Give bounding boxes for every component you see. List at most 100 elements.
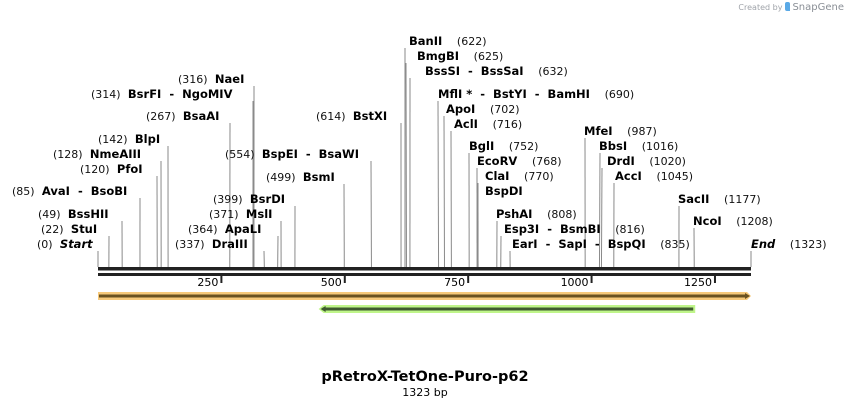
credit-prefix: Created by xyxy=(738,3,783,12)
site-label-bbsi[interactable]: BbsI (1016) xyxy=(599,139,678,154)
enzyme-name: End xyxy=(751,237,776,251)
feature-direction-arrow-icon xyxy=(745,293,750,299)
enzyme-name: EarI - SapI - BspQI xyxy=(512,237,646,251)
site-position: (120) xyxy=(80,163,110,176)
site-position: (702) xyxy=(489,103,520,116)
site-position: (267) xyxy=(146,110,176,123)
site-label-msli[interactable]: (371) MslI xyxy=(209,207,272,222)
enzyme-name: AclI xyxy=(454,117,478,131)
site-label-pfoi[interactable]: (120) PfoI xyxy=(80,162,143,177)
site-label-acci[interactable]: AccI (1045) xyxy=(615,169,693,184)
enzyme-name: NcoI xyxy=(693,214,722,228)
site-label-bsrdi[interactable]: (399) BsrDI xyxy=(213,192,285,207)
site-label-apoi[interactable]: ApoI (702) xyxy=(446,102,520,117)
feature-arrows xyxy=(98,292,751,313)
backbone-bottom-strand xyxy=(98,273,751,276)
ruler-tick-label: 1000 xyxy=(561,276,589,289)
site-label-clai[interactable]: ClaI (770) xyxy=(485,169,554,184)
site-label-bspei[interactable]: (554) BspEI - BsaWI xyxy=(225,147,359,162)
enzyme-name: PshAI xyxy=(496,207,533,221)
enzyme-name: ApaLI xyxy=(224,222,262,236)
site-label-draiii[interactable]: (337) DraIII xyxy=(175,237,248,252)
site-label-bsshii[interactable]: (49) BssHII xyxy=(38,207,109,222)
site-label-blpi[interactable]: (142) BlpI xyxy=(98,132,160,147)
site-label-start[interactable]: (0) Start xyxy=(37,237,93,252)
enzyme-name: NmeAIII xyxy=(89,147,142,161)
site-position: (499) xyxy=(266,171,296,184)
cut-site-lines xyxy=(97,47,752,268)
site-label-mfli[interactable]: MflI * - BstYI - BamHI (690) xyxy=(438,87,634,102)
site-position: (770) xyxy=(524,170,554,183)
site-position: (142) xyxy=(98,133,128,146)
ruler-tick-label: 250 xyxy=(197,276,218,289)
forward-feature[interactable] xyxy=(98,292,751,300)
site-label-esp3i[interactable]: Esp3I - BsmBI (816) xyxy=(504,222,645,237)
site-position: (1323) xyxy=(789,238,827,251)
site-position: (22) xyxy=(41,223,64,236)
enzyme-name: AccI xyxy=(615,169,642,183)
enzyme-name: Start xyxy=(59,237,93,251)
site-position: (614) xyxy=(316,110,346,123)
site-position: (622) xyxy=(456,35,487,48)
cut-site-line xyxy=(598,152,601,268)
site-label-banii[interactable]: BanII (622) xyxy=(409,34,487,49)
enzyme-name: SacII xyxy=(678,192,710,206)
enzyme-name: ApoI xyxy=(446,102,476,116)
site-label-mfei[interactable]: MfeI (987) xyxy=(584,124,657,139)
feature-direction-arrow-icon xyxy=(320,306,326,312)
site-label-bmgbi[interactable]: BmgBI (625) xyxy=(417,49,503,64)
ruler-tick xyxy=(220,276,223,283)
site-label-acli[interactable]: AclI (716) xyxy=(454,117,522,132)
site-label-avai[interactable]: (85) AvaI - BsoBI xyxy=(12,184,127,199)
site-label-drdi[interactable]: DrdI (1020) xyxy=(607,154,686,169)
enzyme-name: NaeI xyxy=(214,72,245,86)
site-position: (554) xyxy=(225,148,255,161)
sequence-name: pRetroX-TetOne-Puro-p62 xyxy=(321,369,529,385)
site-label-end[interactable]: End (1323) xyxy=(751,237,826,252)
site-position: (987) xyxy=(627,125,657,138)
site-label-naei[interactable]: (316) NaeI xyxy=(178,72,244,87)
snapgene-logo-icon xyxy=(785,2,791,11)
site-label-bgli[interactable]: BglI (752) xyxy=(469,139,538,154)
site-label-stui[interactable]: (22) StuI xyxy=(41,222,97,237)
enzyme-name: BbsI xyxy=(599,139,628,153)
site-label-sacii[interactable]: SacII (1177) xyxy=(678,192,761,207)
site-label-pshai[interactable]: PshAI (808) xyxy=(496,207,577,222)
site-label-bsaai[interactable]: (267) BsaAI xyxy=(146,109,219,124)
site-label-bsrfi[interactable]: (314) BsrFI - NgoMIV xyxy=(91,87,233,102)
enzyme-name: AvaI - BsoBI xyxy=(41,184,128,198)
site-position: (716) xyxy=(492,118,523,131)
enzyme-name: MslI xyxy=(245,207,273,221)
enzyme-name: BspEI - BsaWI xyxy=(261,147,360,161)
enzyme-name: DraIII xyxy=(211,237,248,251)
enzyme-name: BssSI - BssSaI xyxy=(425,64,524,78)
site-label-bstxi[interactable]: (614) BstXI xyxy=(316,109,387,124)
enzyme-name: BssHII xyxy=(67,207,109,221)
site-position: (49) xyxy=(38,208,61,221)
site-position: (371) xyxy=(209,208,239,221)
site-label-apali[interactable]: (364) ApaLI xyxy=(188,222,261,237)
site-position: (816) xyxy=(615,223,645,236)
enzyme-name: BstXI xyxy=(352,109,388,123)
ruler-tick-label: 750 xyxy=(444,276,465,289)
site-position: (399) xyxy=(213,193,243,206)
site-label-eari[interactable]: EarI - SapI - BspQI (835) xyxy=(512,237,690,252)
site-label-bsmi[interactable]: (499) BsmI xyxy=(266,170,335,185)
site-label-bspdi[interactable]: BspDI xyxy=(485,184,523,198)
enzyme-name: ClaI xyxy=(485,169,510,183)
sequence-length: 1323 bp xyxy=(402,386,448,399)
site-label-nmeaiii[interactable]: (128) NmeAIII xyxy=(53,147,141,162)
site-label-ecorv[interactable]: EcoRV (768) xyxy=(477,154,562,169)
ruler-ticks: 250 500 750 1000 1250 xyxy=(197,276,716,289)
enzyme-name: PfoI xyxy=(116,162,143,176)
site-position: (632) xyxy=(538,65,568,78)
enzyme-name: BspDI xyxy=(485,184,523,198)
site-position: (0) xyxy=(37,238,53,251)
reverse-feature[interactable] xyxy=(318,305,696,313)
credit-brand: SnapGene xyxy=(792,2,844,13)
site-label-bsssi[interactable]: BssSI - BssSaI (632) xyxy=(425,64,568,79)
enzyme-name: BsmI xyxy=(302,170,335,184)
site-label-ncoi[interactable]: NcoI (1208) xyxy=(693,214,773,229)
backbone-top-strand xyxy=(98,267,751,271)
